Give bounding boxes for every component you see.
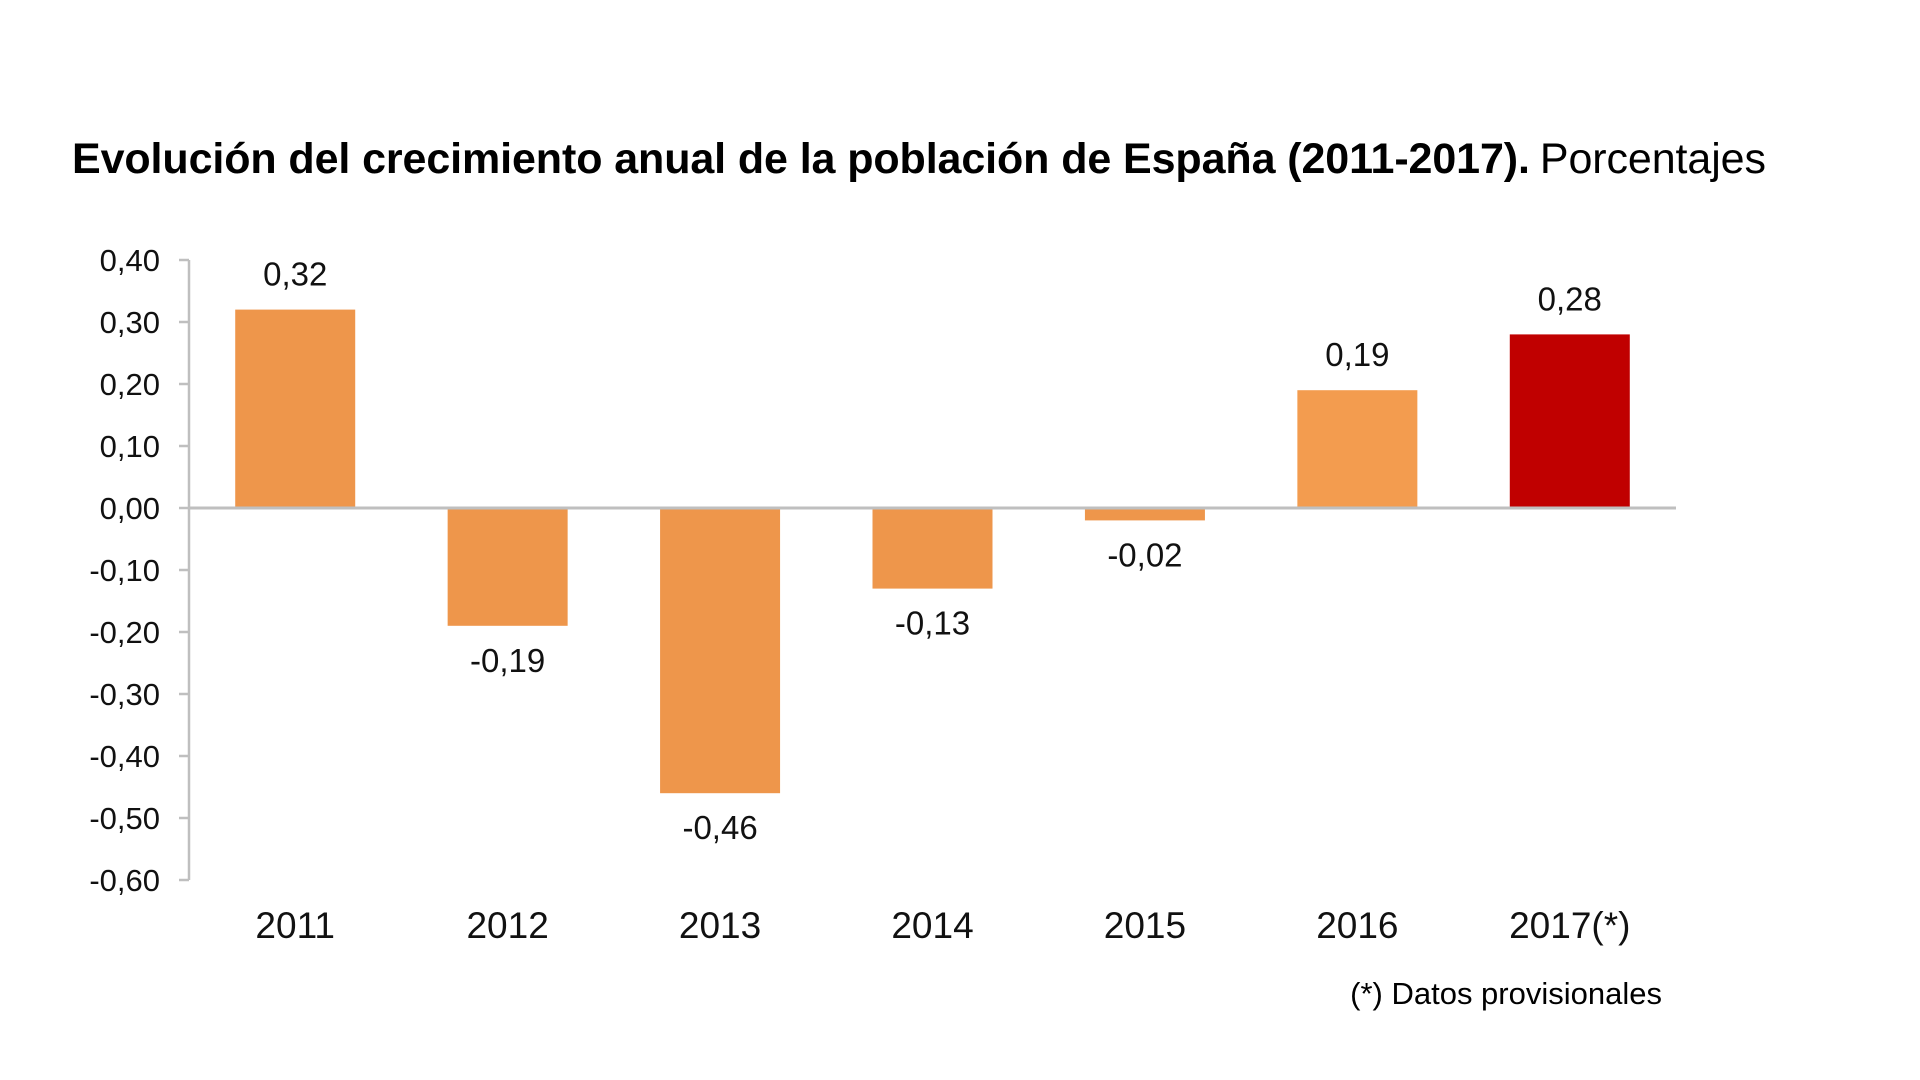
y-tick-label: -0,30 (89, 677, 160, 712)
data-labels: 0,32 -0,19 -0,46 -0,13 -0,02 0,19 0,28 (263, 256, 1602, 847)
chart-title: Evolución del crecimiento anual de la po… (72, 138, 1766, 181)
x-tick-label: 2015 (1104, 905, 1186, 946)
data-label: 0,28 (1538, 280, 1602, 317)
y-tick-label: 0,00 (100, 491, 160, 526)
x-tick-label: 2011 (255, 905, 335, 946)
y-tick-label: 0,10 (100, 429, 160, 464)
bars (235, 309, 1630, 794)
x-tick-label: 2012 (466, 905, 548, 946)
footnote: (*) Datos provisionales (1350, 976, 1662, 1011)
x-tick-label: 2016 (1316, 905, 1398, 946)
y-tick-label: -0,50 (89, 801, 160, 836)
x-tick-label: 2013 (679, 905, 761, 946)
chart-subtitle: Porcentajes (1539, 135, 1766, 183)
bar-2016 (1297, 390, 1418, 508)
data-label: -0,46 (682, 809, 757, 846)
data-label: 0,19 (1325, 336, 1389, 373)
data-label: 0,32 (263, 256, 327, 293)
bar-2012 (447, 508, 568, 626)
x-axis: 2011 2012 2013 2014 2015 2016 2017(*) (189, 506, 1676, 946)
bar-2015 (1084, 508, 1205, 521)
bar-2017 (1509, 334, 1630, 508)
y-tick-label: 0,40 (100, 243, 160, 278)
bar-2013 (660, 508, 781, 794)
data-label: -0,02 (1107, 536, 1182, 573)
y-tick-label: 0,20 (100, 367, 160, 402)
data-label: -0,13 (895, 605, 970, 642)
y-tick-label: -0,40 (89, 739, 160, 774)
y-tick-label: -0,20 (89, 615, 160, 650)
y-tick-label: -0,10 (89, 553, 160, 588)
y-axis: 0,40 0,30 0,20 0,10 0,00 -0,10 -0,20 -0,30 -0,40… (89, 243, 191, 898)
data-label: -0,19 (470, 642, 545, 679)
y-tick-label: 0,30 (100, 305, 160, 340)
x-tick-label: 2017(*) (1509, 905, 1630, 946)
chart-title-bold: Evolución del crecimiento anual de la po… (72, 135, 1530, 183)
bar-2014 (872, 508, 993, 589)
y-tick-label: -0,60 (89, 863, 160, 898)
bar-2011 (235, 309, 356, 508)
x-tick-label: 2014 (891, 905, 973, 946)
